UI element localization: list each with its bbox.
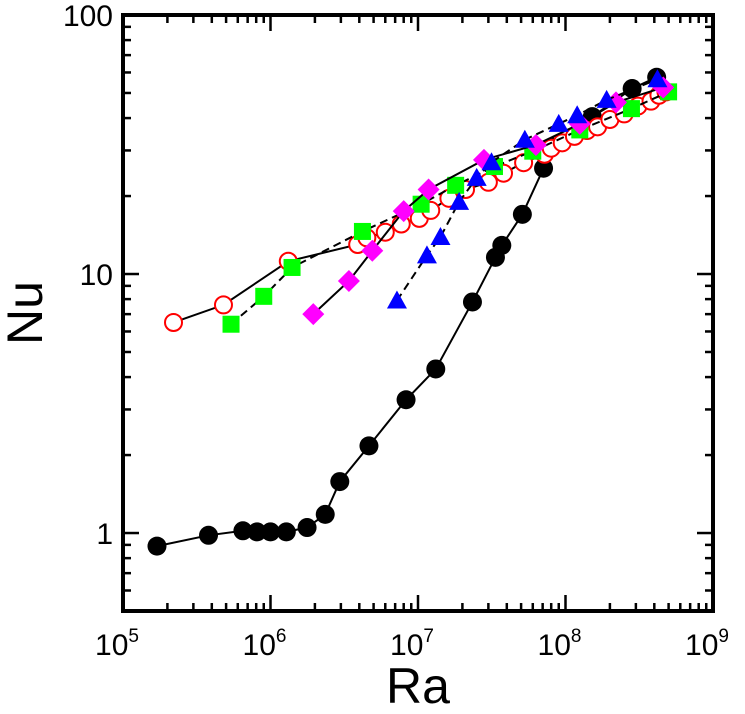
data-point [466,167,487,186]
data-point [514,129,535,148]
data-point [283,258,301,276]
data-point [492,235,512,255]
data-point [247,522,267,542]
data-point [213,295,233,315]
data-point [426,359,446,379]
series-line [156,76,658,548]
data-point [524,133,547,156]
data-point [353,222,371,240]
y-tick-label: 100 [63,0,113,33]
data-point [416,245,437,264]
plot-frame [121,13,715,613]
series-green-squares [222,83,678,333]
data-point [462,292,482,312]
data-point [276,522,296,542]
data-point [330,472,350,492]
x-tick-label: 105 [95,626,139,662]
data-point [337,269,360,292]
data-point [361,239,384,262]
data-point [481,152,502,171]
x-tick-label: 108 [538,626,582,662]
x-tick-label: 109 [685,626,729,662]
series-black-filled-circles [147,67,667,556]
data-point [261,522,280,542]
data-point [302,303,325,326]
data-point [548,113,569,132]
x-tick-label: 106 [243,626,287,662]
data-point [596,89,617,108]
series-blue-triangles [386,69,668,309]
data-point [386,290,407,309]
data-point [147,536,167,556]
x-axis-label: Ra [386,658,450,714]
series-layer [147,67,678,556]
data-point [622,100,640,118]
data-point [534,158,554,178]
x-tick-label: 107 [390,626,434,662]
data-point [567,105,588,124]
data-point [512,204,532,224]
data-point [430,226,451,245]
data-point [233,521,253,541]
data-point [447,176,465,194]
data-point [164,312,184,332]
data-point [392,200,415,223]
data-point [359,436,379,456]
series-line [312,86,664,315]
y-axis-label: Nu [0,281,53,345]
data-point [297,518,317,538]
data-point [449,191,470,210]
data-point [417,178,440,201]
data-point [199,525,219,545]
data-point [255,287,273,305]
y-tick-label: 10 [80,259,113,292]
data-point [222,315,240,333]
data-point [647,69,668,88]
data-point [396,390,416,410]
y-tick-label: 1 [96,518,113,551]
data-point [315,504,335,524]
